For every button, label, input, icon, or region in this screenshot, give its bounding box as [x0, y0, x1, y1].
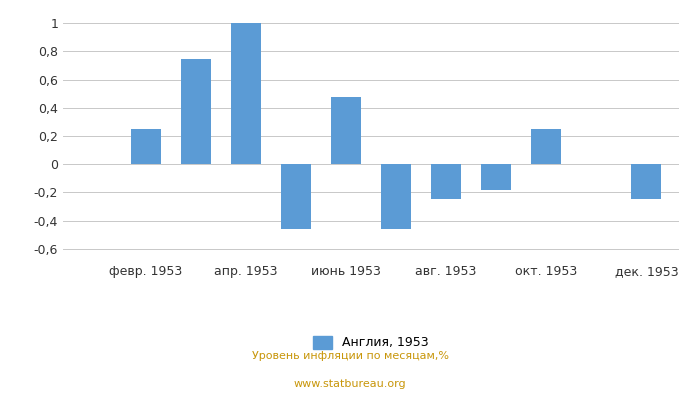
Bar: [531, 129, 561, 164]
Bar: [431, 164, 461, 200]
Text: www.statbureau.org: www.statbureau.org: [294, 379, 406, 389]
Bar: [331, 96, 361, 164]
Bar: [381, 164, 411, 229]
Bar: [281, 164, 311, 229]
Legend: Англия, 1953: Англия, 1953: [314, 336, 428, 349]
Bar: [231, 23, 261, 164]
Bar: [181, 58, 211, 164]
Bar: [481, 164, 511, 190]
Bar: [131, 129, 161, 164]
Bar: [631, 164, 661, 200]
Text: Уровень инфляции по месяцам,%: Уровень инфляции по месяцам,%: [251, 351, 449, 361]
